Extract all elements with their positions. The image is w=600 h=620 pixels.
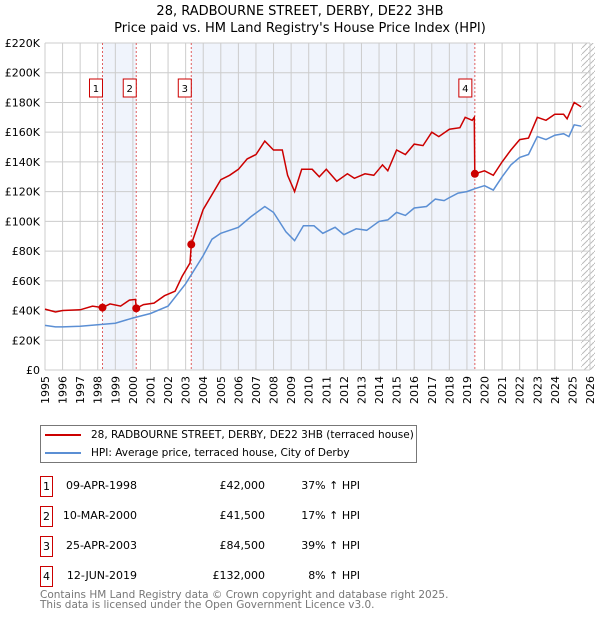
sale-label-box bbox=[458, 78, 473, 98]
sale-label-box bbox=[177, 78, 192, 98]
chart-subtitle: Price paid vs. HM Land Registry's House … bbox=[114, 21, 486, 36]
x-tick-label: 2000 bbox=[127, 376, 140, 404]
hpi-series-line bbox=[44, 123, 582, 328]
transaction-hpi: 8% ↑ HPI bbox=[308, 569, 360, 582]
x-tick-label: 1998 bbox=[92, 376, 105, 404]
x-tick-label: 2020 bbox=[479, 376, 492, 404]
transaction-number: 1 bbox=[40, 476, 53, 497]
transaction-price: £132,000 bbox=[212, 569, 266, 582]
sale-point bbox=[187, 240, 196, 249]
x-tick-label: 2023 bbox=[531, 376, 544, 404]
transaction-hpi: 39% ↑ HPI bbox=[301, 539, 360, 552]
x-tick-label: 2026 bbox=[584, 376, 597, 404]
sale-point bbox=[98, 303, 107, 312]
y-tick-label: £60K bbox=[12, 275, 41, 288]
property-series-line bbox=[44, 101, 582, 313]
x-tick-label: 2004 bbox=[197, 376, 210, 404]
sale-point bbox=[132, 304, 141, 313]
sale-label: 2 bbox=[127, 84, 133, 95]
footer: Contains HM Land Registry data © Crown c… bbox=[40, 589, 449, 611]
y-tick-label: £100K bbox=[5, 215, 41, 228]
x-tick-label: 1999 bbox=[109, 376, 122, 404]
legend-label-property: 28, RADBOURNE STREET, DERBY, DE22 3HB (t… bbox=[91, 429, 414, 441]
shaded-period bbox=[191, 43, 475, 370]
transaction-price: £84,500 bbox=[219, 539, 266, 552]
y-tick-label: £40K bbox=[12, 305, 41, 318]
legend: 28, RADBOURNE STREET, DERBY, DE22 3HB (t… bbox=[40, 425, 417, 463]
x-tick-label: 2010 bbox=[303, 376, 316, 404]
sale-label-box bbox=[88, 78, 103, 98]
x-tick-label: 1997 bbox=[74, 376, 87, 404]
transaction-date: 09-APR-1998 bbox=[65, 479, 137, 492]
x-tick-label: 2008 bbox=[268, 376, 281, 404]
sale-label: 3 bbox=[182, 84, 188, 95]
x-tick-label: 1995 bbox=[39, 376, 52, 404]
x-tick-label: 2024 bbox=[549, 376, 562, 404]
transaction-price: £42,000 bbox=[219, 479, 266, 492]
forecast-hatch bbox=[581, 43, 595, 370]
x-tick-label: 2018 bbox=[443, 376, 456, 404]
x-tick-label: 2014 bbox=[373, 376, 386, 404]
transaction-number: 4 bbox=[40, 566, 53, 587]
price-chart: 1995 1996 1997 1998 1999 2000 2001 2002 2003 2004… bbox=[5, 37, 597, 404]
transaction-number: 2 bbox=[40, 506, 53, 527]
x-tick-label: 2001 bbox=[144, 376, 157, 404]
sale-label: 1 bbox=[93, 84, 99, 95]
x-tick-label: 2019 bbox=[461, 376, 474, 404]
transaction-hpi: 17% ↑ HPI bbox=[301, 509, 360, 522]
legend-item-property: 28, RADBOURNE STREET, DERBY, DE22 3HB (t… bbox=[45, 427, 414, 443]
x-tick-label: 2011 bbox=[320, 376, 333, 404]
legend-swatch-property bbox=[45, 434, 81, 436]
y-tick-label: £120K bbox=[5, 186, 41, 199]
legend-label-hpi: HPI: Average price, terraced house, City… bbox=[91, 447, 350, 459]
sale-label-box bbox=[122, 78, 137, 98]
chart-title: 28, RADBOURNE STREET, DERBY, DE22 3HB bbox=[156, 4, 444, 19]
x-tick-label: 2009 bbox=[285, 376, 298, 404]
footer-licence: This data is licensed under the Open Gov… bbox=[40, 599, 375, 611]
x-tick-label: 1996 bbox=[57, 376, 70, 404]
y-tick-label: £80K bbox=[12, 245, 41, 258]
y-tick-label: £20K bbox=[12, 334, 41, 347]
x-tick-label: 2025 bbox=[566, 376, 579, 404]
footer-copyright: Contains HM Land Registry data © Crown c… bbox=[40, 589, 449, 601]
x-tick-label: 2002 bbox=[162, 376, 175, 404]
x-tick-label: 2006 bbox=[232, 376, 245, 404]
x-tick-label: 2016 bbox=[408, 376, 421, 404]
y-tick-label: £220K bbox=[5, 37, 41, 50]
y-tick-label: £180K bbox=[5, 96, 41, 109]
transaction-price: £41,500 bbox=[219, 509, 266, 522]
x-tick-label: 2015 bbox=[391, 376, 404, 404]
transaction-number: 3 bbox=[40, 536, 53, 557]
legend-item-hpi: HPI: Average price, terraced house, City… bbox=[45, 445, 350, 461]
sale-label: 4 bbox=[462, 84, 468, 95]
sale-point bbox=[470, 169, 479, 178]
x-tick-label: 2012 bbox=[338, 376, 351, 404]
transaction-date: 12-JUN-2019 bbox=[66, 569, 137, 582]
legend-swatch-hpi bbox=[45, 452, 81, 454]
x-tick-label: 2003 bbox=[180, 376, 193, 404]
y-tick-label: £140K bbox=[5, 156, 41, 169]
x-tick-label: 2022 bbox=[514, 376, 527, 404]
x-tick-label: 2005 bbox=[215, 376, 228, 404]
transaction-hpi: 37% ↑ HPI bbox=[301, 479, 360, 492]
y-tick-label: £160K bbox=[5, 126, 41, 139]
transaction-date: 10-MAR-2000 bbox=[62, 509, 137, 522]
transaction-date: 25-APR-2003 bbox=[65, 539, 137, 552]
x-tick-label: 2017 bbox=[426, 376, 439, 404]
y-tick-label: £0 bbox=[26, 364, 40, 377]
x-tick-label: 2021 bbox=[496, 376, 509, 404]
x-tick-label: 2007 bbox=[250, 376, 263, 404]
y-tick-label: £200K bbox=[5, 67, 41, 80]
x-tick-label: 2013 bbox=[355, 376, 368, 404]
